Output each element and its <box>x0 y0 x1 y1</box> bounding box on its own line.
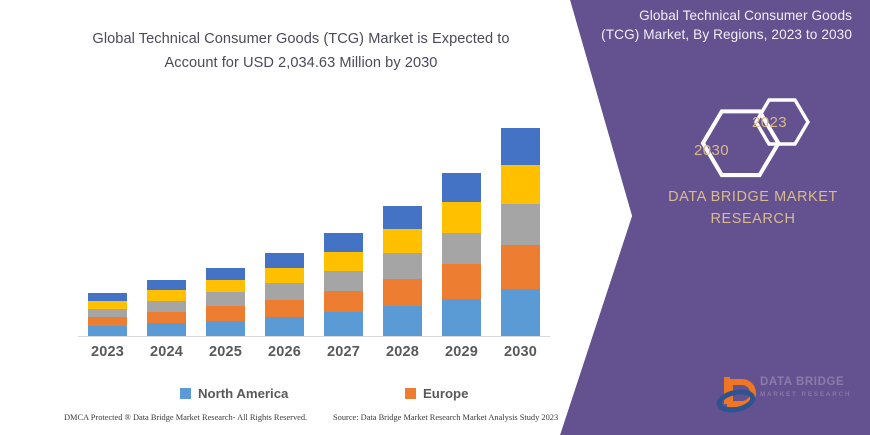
bar-segment <box>88 326 127 336</box>
bar-segment <box>147 311 186 324</box>
x-axis-line <box>78 336 550 337</box>
bar-segment <box>147 289 186 301</box>
bar-2027 <box>324 233 363 336</box>
bar-segment <box>383 206 422 229</box>
bar-segment <box>265 316 304 336</box>
bar-segment <box>383 228 422 254</box>
bar-segment <box>265 253 304 268</box>
bar-segment <box>206 320 245 336</box>
logo-text-block: DATA BRIDGE MARKET RESEARCH <box>760 376 864 398</box>
bar-segment <box>265 299 304 317</box>
bar-2030 <box>501 128 540 336</box>
bar-2029 <box>442 172 481 336</box>
bar-segment <box>324 270 363 291</box>
bar-segment <box>88 308 127 317</box>
bar-2028 <box>383 206 422 336</box>
bar-segment <box>88 292 127 301</box>
footer-source-note: Source: Data Bridge Market Research Mark… <box>333 413 559 422</box>
bar-segment <box>501 245 540 289</box>
bar-segment <box>265 267 304 284</box>
bar-segment <box>206 267 245 280</box>
chart-plot-area <box>78 100 550 336</box>
x-tick-2024: 2024 <box>149 344 184 360</box>
bar-segment <box>324 312 363 336</box>
chart-title: Global Technical Consumer Goods (TCG) Ma… <box>92 31 510 71</box>
bar-2026 <box>265 253 304 336</box>
hexagon-outlines <box>700 98 810 178</box>
bar-segment <box>206 279 245 293</box>
bar-segment <box>383 278 422 307</box>
bar-segment <box>147 279 186 290</box>
legend-label: Europe <box>423 386 469 401</box>
bar-segment <box>147 323 186 336</box>
bar-segment <box>442 201 481 233</box>
bar-segment <box>501 128 540 166</box>
bar-segment <box>501 288 540 336</box>
bar-segment <box>265 283 304 300</box>
bar-segment <box>383 306 422 336</box>
x-tick-2028: 2028 <box>385 344 420 360</box>
hexagon-2030-label: 2030 <box>694 142 729 159</box>
x-tick-2029: 2029 <box>444 344 479 360</box>
bar-segment <box>324 290 363 313</box>
bar-segment <box>88 300 127 309</box>
logo-name: DATA BRIDGE <box>760 376 845 388</box>
hexagon-2023-shape <box>754 98 810 146</box>
footer-dmca-notice: DMCA Protected ® Data Bridge Market Rese… <box>64 413 308 422</box>
bar-segment <box>442 232 481 265</box>
x-tick-2026: 2026 <box>267 344 302 360</box>
logo-tagline: MARKET RESEARCH <box>760 391 852 399</box>
bar-segment <box>88 316 127 327</box>
legend-item[interactable]: Europe <box>405 386 468 401</box>
x-tick-2030: 2030 <box>503 344 538 360</box>
hexagon-badges: 2023 2030 <box>672 92 852 184</box>
x-tick-2027: 2027 <box>326 344 361 360</box>
chart-legend: North America Europe <box>150 386 550 406</box>
x-tick-2023: 2023 <box>90 344 125 360</box>
legend-item[interactable]: North America <box>180 386 288 401</box>
brand-line-1: DATA BRIDGE MARKET <box>668 189 838 205</box>
legend-swatch-icon <box>405 388 416 399</box>
bar-segment <box>147 300 186 312</box>
bar-segment <box>501 204 540 246</box>
bar-segment <box>324 251 363 271</box>
bar-segment <box>501 165 540 205</box>
bar-segment <box>324 233 363 252</box>
bar-2024 <box>147 279 186 336</box>
company-logo: DATA BRIDGE MARKET RESEARCH <box>716 374 862 414</box>
hexagon-2023-label: 2023 <box>752 114 787 131</box>
bar-segment <box>442 172 481 202</box>
bar-segment <box>383 253 422 279</box>
bar-segment <box>442 298 481 336</box>
x-tick-2025: 2025 <box>208 344 243 360</box>
logo-mark-icon <box>716 377 756 413</box>
brand-line-2: RESEARCH <box>710 211 796 228</box>
bar-segment <box>206 292 245 307</box>
bar-2023 <box>88 292 127 336</box>
panel-heading: Global Technical Consumer Goods (TCG) Ma… <box>601 8 852 43</box>
legend-label: North America <box>198 386 289 401</box>
x-axis-tick-labels: 2023 2024 2025 2026 2027 2028 2029 2030 <box>78 344 550 366</box>
bar-segment <box>442 264 481 299</box>
legend-swatch-icon <box>180 388 191 399</box>
footer: DMCA Protected ® Data Bridge Market Rese… <box>0 413 600 429</box>
bar-2025 <box>206 267 245 336</box>
brand-wordmark: DATA BRIDGE MARKET RESEARCH <box>640 186 866 231</box>
bar-segment <box>206 306 245 321</box>
